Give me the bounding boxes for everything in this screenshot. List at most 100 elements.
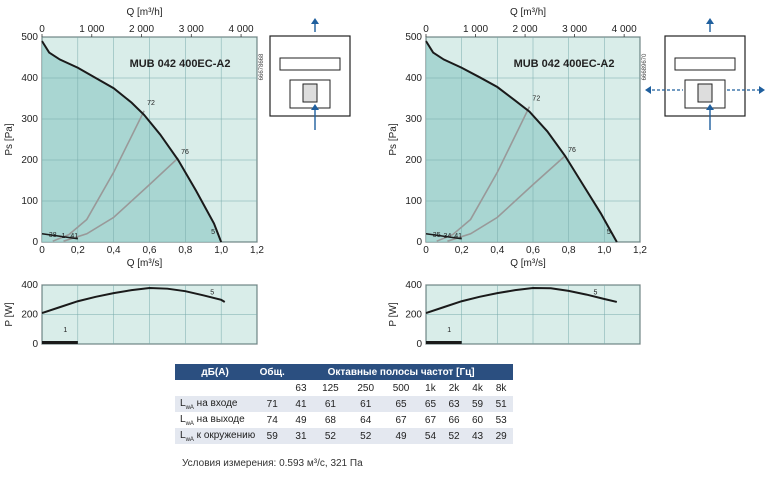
band-value: 61	[348, 396, 384, 412]
x-axis-label: Q [m³/s]	[510, 258, 546, 269]
band-value: 52	[348, 428, 384, 444]
band-value: 66	[448, 414, 460, 426]
table-row: LwA к окружению 59 31 52 52 49 54 52 43 29	[175, 428, 513, 444]
motor-icon	[697, 83, 713, 103]
table-row: LwA на входе 71 41 61 61 65 65 63 59 51	[175, 396, 513, 412]
row-total: 74	[266, 414, 278, 426]
unit-inlet-icon	[674, 57, 736, 71]
arrow-head-icon	[706, 18, 714, 24]
freq-header-2: 250	[357, 382, 375, 394]
freq-header-6: 4k	[472, 382, 483, 394]
unit-schematic-icon	[645, 18, 765, 130]
row-label: LwA к окружению	[175, 428, 256, 444]
band-value: 31	[289, 428, 313, 444]
power-label-1: 1	[63, 327, 67, 334]
label-curve-76: 76	[181, 149, 189, 156]
table-header-bands: Октавные полосы частот [Гц]	[289, 364, 513, 380]
top-axis-label: Q [m³/h]	[126, 7, 162, 18]
fan-curve-1	[41, 233, 78, 240]
arrow-head-icon	[706, 104, 714, 110]
band-value: 65	[383, 396, 419, 412]
operating-area	[42, 41, 222, 242]
power-label-5: 5	[593, 290, 597, 297]
label-curve-76: 76	[568, 147, 576, 154]
measurement-condition: Условия измерения: 0.593 м³/с, 321 Па	[182, 458, 363, 469]
row-label: LwA на выходе	[180, 413, 245, 427]
model-label: MUB 042 400EC-A2	[130, 58, 231, 70]
table-freq-row: 63 125 250 500 1k 2k 4k 8k	[175, 380, 513, 396]
power-y-tick-label: 400	[21, 280, 38, 291]
system-curve-76	[63, 157, 179, 242]
y-tick-label: 200	[405, 155, 422, 166]
x-tick-label: 0	[423, 245, 429, 256]
band-value: 67	[424, 414, 437, 426]
band-value: 54	[418, 428, 443, 444]
x-tick-label: 1,0	[597, 245, 611, 256]
y-tick-label: 500	[21, 32, 38, 43]
band-value: 59	[465, 396, 490, 412]
label-speed-a: 35	[433, 232, 441, 239]
top-tick-label: 1 000	[79, 24, 104, 35]
table-row: LwA на выходе 74 49 68 64 67 67 66 60 53	[175, 412, 513, 428]
y-tick-label: 100	[21, 196, 38, 207]
x-tick-label: 0,2	[455, 245, 469, 256]
x-tick-label: 0,8	[562, 245, 576, 256]
fan-curve-5	[425, 40, 618, 243]
y-tick-label: 300	[405, 114, 422, 125]
sound-power-table: дБ(A) Общ. Октавные полосы частот [Гц] 6…	[175, 364, 513, 444]
drawing-code: 66689670	[642, 53, 648, 80]
band-value: 60	[471, 414, 484, 426]
label-speed-c: 41	[454, 233, 462, 240]
freq-header-1: 125	[322, 382, 339, 394]
band-value: 43	[465, 428, 490, 444]
band-value: 52	[312, 428, 349, 444]
x-tick-label: 0,6	[143, 245, 157, 256]
table-header-db: дБ(A)	[175, 364, 256, 380]
y-tick-label: 0	[32, 237, 38, 248]
y-axis-label: Ps [Pa]	[4, 123, 15, 155]
freq-header-4: 1k	[425, 382, 436, 394]
operating-area	[426, 41, 617, 242]
arrow-head-icon	[645, 86, 651, 94]
band-value: 63	[442, 396, 466, 412]
power-y-tick-label: 200	[21, 310, 38, 321]
x-axis-label: Q [m³/s]	[127, 258, 163, 269]
table-header-total: Общ.	[255, 364, 290, 380]
label-curve-72: 72	[147, 100, 155, 107]
top-tick-label: 1 000	[463, 24, 488, 35]
label-speed-a: 38	[49, 232, 57, 239]
unit-schematic-icon	[269, 18, 351, 130]
y-tick-label: 500	[405, 32, 422, 43]
fan-curve-5	[41, 40, 223, 243]
y-tick-label: 200	[21, 155, 38, 166]
top-axis-label: Q [m³/h]	[510, 7, 546, 18]
x-tick-label: 1,2	[250, 245, 264, 256]
x-tick-label: 0,4	[107, 245, 121, 256]
row-total: 71	[255, 396, 290, 412]
band-value: 49	[295, 414, 307, 426]
power-y-tick-label: 0	[32, 339, 38, 350]
top-tick-label: 0	[423, 24, 429, 35]
band-value: 67	[395, 414, 407, 426]
x-tick-label: 1,0	[214, 245, 228, 256]
freq-header-0: 63	[295, 382, 307, 394]
x-tick-label: 0	[39, 245, 45, 256]
top-tick-label: 0	[39, 24, 45, 35]
top-tick-label: 3 000	[562, 24, 587, 35]
label-curve-5: 5	[607, 229, 611, 236]
label-curve-72: 72	[532, 96, 540, 103]
arrow-head-icon	[311, 104, 319, 110]
band-value: 29	[489, 428, 513, 444]
band-value: 52	[442, 428, 466, 444]
freq-header-3: 500	[392, 382, 410, 394]
power-curve-5	[41, 286, 226, 314]
label-curve-5: 5	[211, 229, 215, 236]
label-speed-b: 1	[62, 233, 66, 240]
band-value: 61	[312, 396, 349, 412]
power-y-axis-label: P [W]	[4, 302, 15, 326]
y-tick-label: 100	[405, 196, 422, 207]
top-tick-label: 2 000	[129, 24, 154, 35]
row-total: 59	[255, 428, 290, 444]
